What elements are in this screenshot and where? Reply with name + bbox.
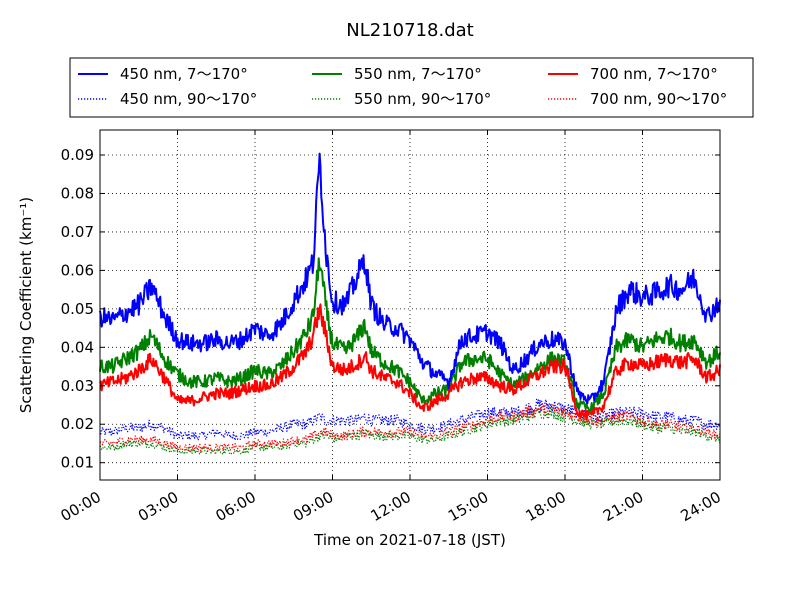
y-tick-label: 0.08 — [61, 184, 94, 202]
y-tick-label: 0.03 — [61, 377, 94, 395]
series-layer — [99, 152, 721, 456]
x-tick-label: 06:00 — [213, 488, 259, 525]
legend: 450 nm, 7～170° 550 nm, 7～170° 700 nm, 7～17… — [78, 65, 727, 108]
x-tick-label: 09:00 — [290, 488, 336, 525]
y-tick-label: 0.04 — [61, 338, 94, 356]
y-tick-labels: 0.01 0.02 0.03 0.04 0.05 0.06 0.07 0.08 0.09 — [61, 146, 94, 472]
legend-label: 550 nm, 7～170° — [354, 65, 482, 83]
x-tick-label: 21:00 — [600, 488, 646, 525]
series-700-solid — [99, 303, 721, 421]
x-tick-label: 24:00 — [678, 488, 724, 525]
x-tick-label: 00:00 — [58, 488, 104, 525]
legend-label: 450 nm, 90～170° — [120, 90, 257, 108]
x-tick-labels: 00:00 03:00 06:00 09:00 12:00 15:00 18:00 21:00… — [58, 488, 724, 525]
legend-label: 450 nm, 7～170° — [120, 65, 248, 83]
series-550-solid — [99, 257, 721, 415]
x-axis-label: Time on 2021-07-18 (JST) — [313, 531, 506, 549]
x-tick-label: 12:00 — [368, 488, 414, 525]
series-450-solid — [99, 152, 721, 405]
legend-label: 700 nm, 90～170° — [590, 90, 727, 108]
x-tick-label: 18:00 — [523, 488, 569, 525]
y-tick-label: 0.01 — [61, 454, 94, 472]
y-tick-label: 0.06 — [61, 261, 94, 279]
y-tick-label: 0.05 — [61, 300, 94, 318]
series-700-dotted — [99, 402, 721, 452]
legend-label: 700 nm, 7～170° — [590, 65, 718, 83]
y-tick-label: 0.09 — [61, 146, 94, 164]
chart-title: NL210718.dat — [346, 20, 473, 41]
legend-label: 550 nm, 90～170° — [354, 90, 491, 108]
x-tick-label: 03:00 — [135, 488, 181, 525]
y-axis-label: Scattering Coefficient (km⁻¹) — [17, 197, 35, 413]
legend-box — [69, 57, 754, 118]
y-tick-label: 0.07 — [61, 223, 94, 241]
x-tick-label: 15:00 — [445, 488, 491, 525]
plot-frame — [99, 129, 721, 481]
y-tick-label: 0.02 — [61, 415, 94, 433]
